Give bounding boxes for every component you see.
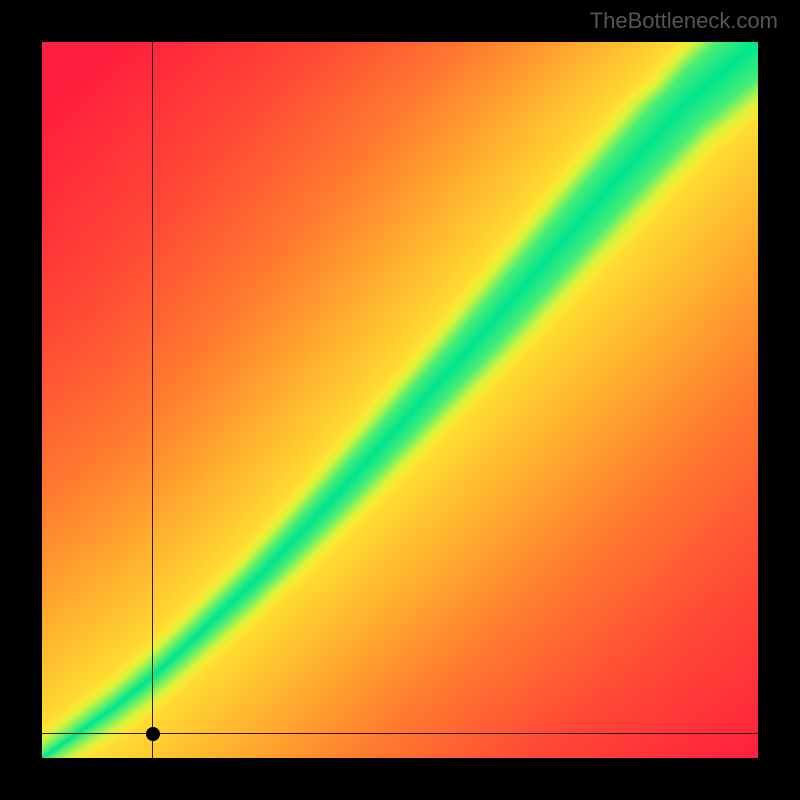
- crosshair-vertical: [152, 42, 153, 758]
- heatmap-chart: [42, 42, 758, 758]
- watermark-text: TheBottleneck.com: [590, 8, 778, 34]
- marker-point: [146, 727, 160, 741]
- heatmap-canvas: [42, 42, 758, 758]
